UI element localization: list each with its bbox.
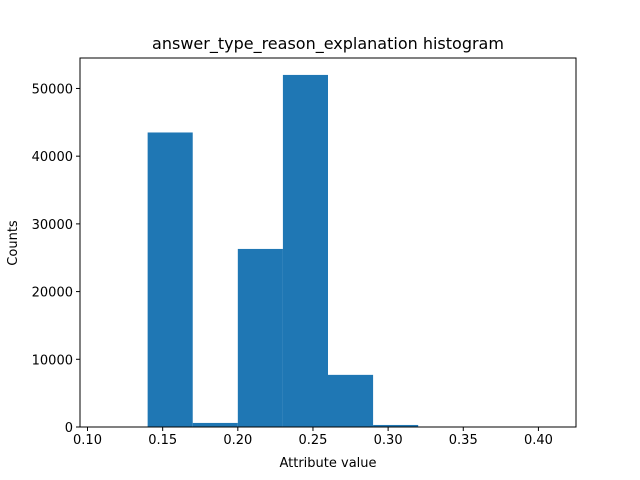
histogram-bar-2 (192, 422, 238, 427)
x-tick-label: 0.20 (223, 433, 252, 448)
y-tick-label: 40000 (32, 150, 73, 165)
histogram-bar-6 (373, 424, 419, 427)
histogram-bar-1 (147, 132, 193, 428)
x-tick-label: 0.40 (524, 433, 553, 448)
x-tick-label: 0.30 (374, 433, 403, 448)
x-tick-label: 0.10 (73, 433, 102, 448)
y-tick-label: 0 (65, 421, 73, 436)
histogram-bar-5 (328, 374, 374, 427)
y-tick-label: 30000 (32, 218, 73, 233)
plot-frame (79, 57, 577, 428)
histogram-bar-3 (237, 248, 283, 427)
y-tick-label: 10000 (32, 353, 73, 368)
x-axis-label: Attribute value (279, 456, 376, 471)
chart-title: answer_type_reason_explanation histogram (152, 34, 504, 54)
y-axis-label: Counts (6, 220, 21, 266)
x-tick-label: 0.25 (298, 433, 327, 448)
y-axis: 0 10000 20000 30000 40000 50000 (32, 82, 80, 436)
x-tick-label: 0.15 (148, 433, 177, 448)
histogram-bar-4 (282, 74, 328, 427)
x-tick-label: 0.35 (449, 433, 478, 448)
y-tick-label: 20000 (32, 286, 73, 301)
bars-group (147, 74, 419, 428)
x-axis: 0.10 0.15 0.20 0.25 0.30 0.35 0.40 (73, 427, 553, 448)
y-tick-label: 50000 (32, 82, 73, 97)
